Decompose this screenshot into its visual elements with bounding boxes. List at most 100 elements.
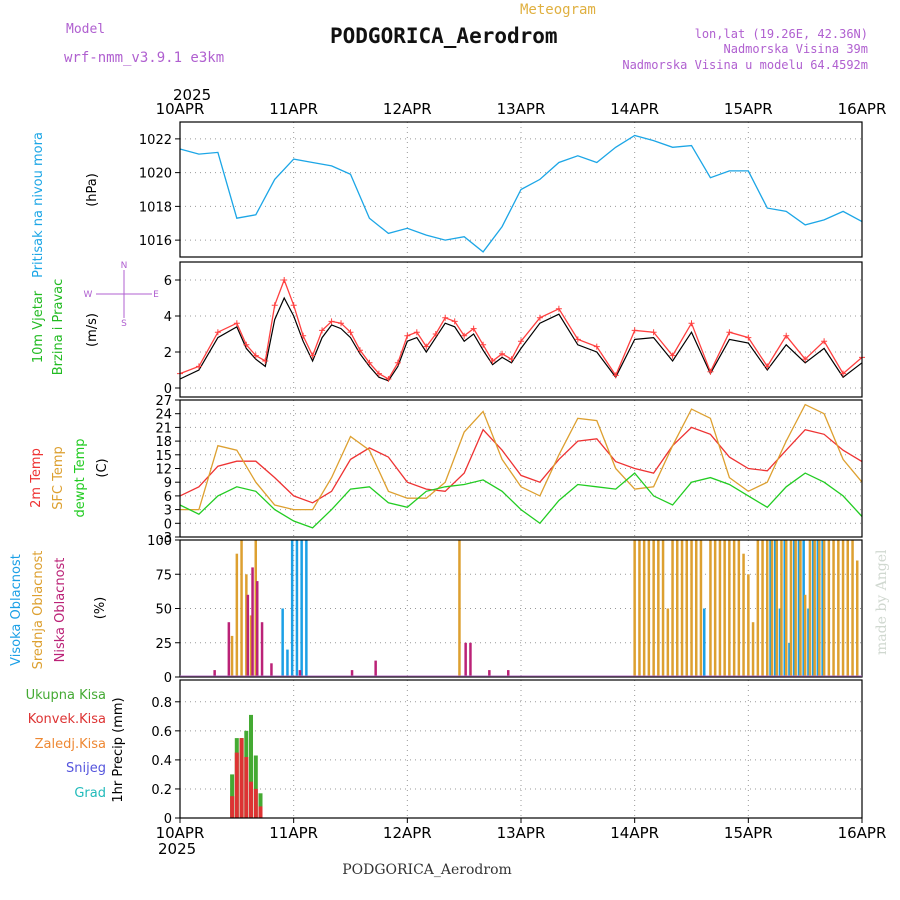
clouds-bar <box>699 540 703 677</box>
gust-marker <box>262 358 269 364</box>
temperature-frame <box>179 399 863 538</box>
gust-marker <box>356 347 363 354</box>
clouds-bar <box>246 594 250 677</box>
gust-marker <box>347 329 354 336</box>
gust-marker <box>233 320 240 327</box>
compass-legend: N S W E <box>84 261 160 329</box>
gust-marker <box>366 359 373 366</box>
clouds-bar <box>256 581 259 677</box>
pressure-frame <box>179 121 863 258</box>
date-label-bottom: 11APR <box>269 824 318 842</box>
clouds-bar <box>227 622 231 677</box>
pressure-title: Pritisak na nivou mora <box>31 132 46 278</box>
date-label-bottom: 14APR <box>610 824 659 842</box>
pressure-ytick-label: 1020 <box>139 167 172 182</box>
precip-legend-snow: Snijeg <box>66 761 106 776</box>
clouds-bar <box>723 540 726 677</box>
gust-marker <box>821 338 828 345</box>
date-label-top: 14APR <box>610 100 659 118</box>
clouds-bar <box>638 540 641 677</box>
cloud-title-line1: Visoka Oblacnost <box>9 554 24 666</box>
clouds-bar <box>803 594 807 677</box>
clouds-bar <box>737 540 741 677</box>
clouds-bar <box>775 540 778 677</box>
precip-panel: 0 0.2 0.4 0.6 0.8 <box>151 679 863 827</box>
temp-title-line1: 2m Temp <box>29 448 44 508</box>
temp-unit-text: (C) <box>95 458 110 477</box>
temp-title: 2m Temp SFC Temp dewpt Temp <box>29 438 88 517</box>
clouds-bar <box>846 540 849 677</box>
precip-ytick-label: 0.8 <box>151 696 172 711</box>
gust-marker <box>574 336 581 343</box>
clouds-bar <box>251 567 254 677</box>
pressure-unit-text: (hPa) <box>85 173 100 207</box>
clouds-bar <box>695 540 698 677</box>
gust-marker <box>726 329 733 336</box>
date-label-bottom: 10APR <box>156 824 205 842</box>
temperature-series-1 <box>180 403 863 511</box>
temp-title-line3: dewpt Temp <box>73 438 88 517</box>
clouds-bar <box>732 540 736 677</box>
gust-marker <box>195 363 202 370</box>
gust-marker <box>338 320 345 327</box>
clouds-bar <box>769 540 772 677</box>
gust-marker <box>489 358 496 364</box>
gust-marker <box>328 318 335 325</box>
gust-marker <box>783 332 790 339</box>
wind-ytick-label: 6 <box>164 274 172 289</box>
pressure-series-0 <box>179 134 863 253</box>
gust-marker <box>536 314 543 321</box>
clouds-bar <box>783 540 786 677</box>
clouds-bar <box>718 540 722 677</box>
clouds-bar <box>671 540 674 677</box>
gust-marker <box>650 329 657 336</box>
clouds-bar <box>295 540 299 677</box>
clouds-bar <box>709 540 712 677</box>
temperature-ytick-label: 0 <box>164 517 172 532</box>
wind-panel: 0 2 4 6 <box>164 261 865 398</box>
precip-ytick-label: 0 <box>164 812 172 827</box>
clouds-bar <box>488 670 491 677</box>
clouds-bar <box>298 670 302 677</box>
clouds-bar <box>756 540 760 677</box>
clouds-ytick-label: 50 <box>155 603 172 618</box>
cloud-title: Visoka Oblacnost Srednja Oblacnost Niska… <box>9 551 68 670</box>
precip-ytick-label: 0.2 <box>151 783 172 798</box>
clouds-panel: 0 25 50 75 100 <box>147 534 863 686</box>
clouds-bar <box>770 540 774 677</box>
clouds-bar <box>742 553 745 677</box>
gust-marker <box>612 372 619 379</box>
clouds-bar <box>780 540 783 677</box>
compass-e: E <box>153 290 159 300</box>
clouds-bar <box>856 560 859 677</box>
clouds-bar <box>766 540 769 677</box>
clouds-bar <box>652 540 655 677</box>
clouds-bar <box>254 540 257 677</box>
temperature-ytick-label: 3 <box>164 504 172 519</box>
clouds-bar <box>240 540 243 677</box>
gust-marker <box>404 332 411 339</box>
temperature-series-2 <box>179 472 863 529</box>
clouds-bar <box>249 615 253 677</box>
clouds-bar <box>851 540 854 677</box>
temperature-series-0 <box>179 426 863 504</box>
wind-unit: (m/s) <box>85 313 100 347</box>
clouds-bar <box>642 540 646 677</box>
gust-marker <box>375 370 382 377</box>
pressure-panel: 1016 1018 1020 1022 <box>139 121 863 258</box>
wind-series-1 <box>179 278 863 380</box>
clouds-bar <box>305 540 308 677</box>
clouds-bar <box>286 649 289 677</box>
clouds-bar <box>785 540 788 677</box>
gust-marker <box>518 338 524 345</box>
clouds-ytick-label: 25 <box>155 637 172 652</box>
precip-unit: 1hr Precip (mm) <box>111 697 126 802</box>
date-label-bottom: 16APR <box>838 824 887 842</box>
year-bottom: 2025 <box>158 840 196 858</box>
gust-marker <box>394 359 401 366</box>
model-elevation-label: Nadmorska Visina u modelu 64.4592m <box>622 58 868 72</box>
elevation-label: Nadmorska Visina 39m <box>724 42 869 56</box>
temperature-ytick-label: 24 <box>155 408 172 423</box>
compass-w: W <box>84 290 93 300</box>
date-label-bottom: 13APR <box>497 824 546 842</box>
